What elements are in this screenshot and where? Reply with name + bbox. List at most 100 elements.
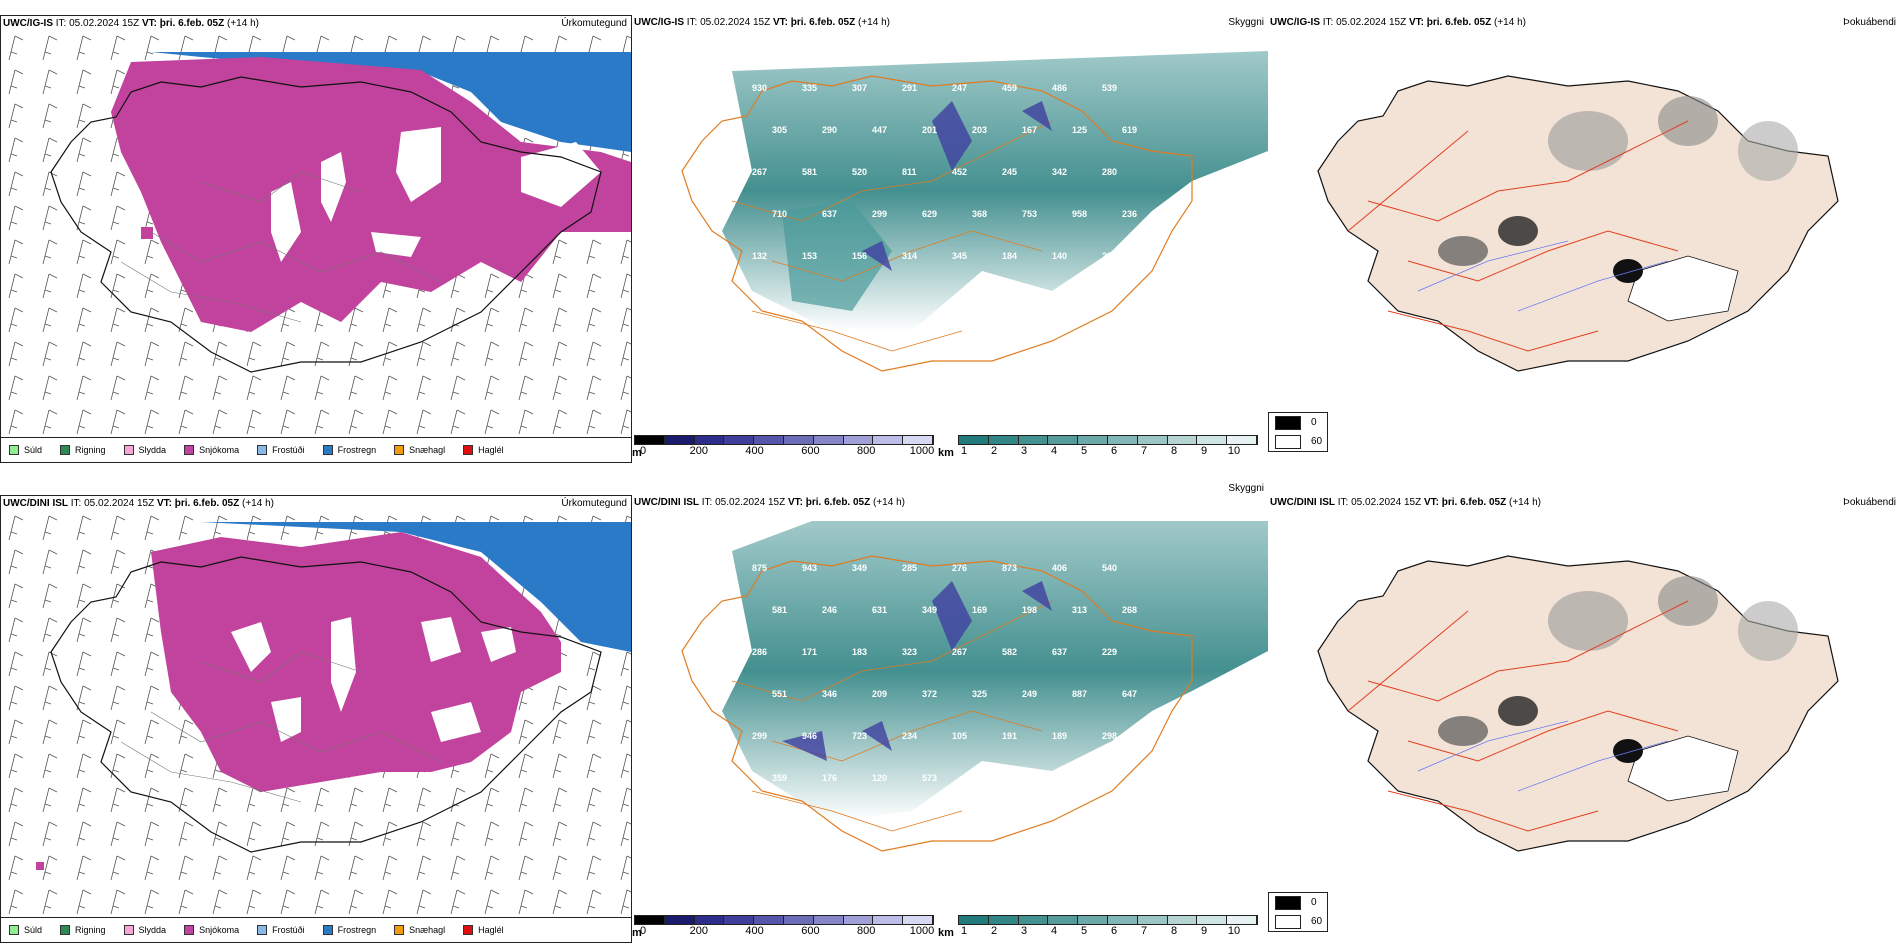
visibility-value-label: 581 bbox=[802, 167, 817, 177]
visibility-value-label: 346 bbox=[822, 689, 837, 699]
visibility-value-label: 307 bbox=[852, 83, 867, 93]
visibility-value-label: 325 bbox=[972, 689, 987, 699]
visibility-value-label: 551 bbox=[772, 689, 787, 699]
colorbar-tick: 2 bbox=[990, 445, 998, 457]
panel-header: UWC/IG-IS IT: 05.02.2024 15Z VT: þri. 6.… bbox=[3, 18, 259, 29]
visibility-value-label: 176 bbox=[822, 773, 837, 783]
colorbar-tick: 7 bbox=[1140, 925, 1148, 937]
precip-legend-item: Rigning bbox=[60, 925, 106, 935]
fog-legend: 0 60 bbox=[1268, 892, 1328, 932]
visibility-value-label: 249 bbox=[1022, 689, 1037, 699]
colorbar-segment bbox=[903, 916, 933, 924]
colorbar-tick: 10 bbox=[1227, 445, 1241, 457]
legend-swatch bbox=[123, 445, 134, 455]
legend-swatch bbox=[394, 445, 405, 455]
colorbar-tick: 600 bbox=[801, 445, 820, 457]
precip-map bbox=[1, 32, 631, 437]
visibility-value-label: 873 bbox=[1002, 563, 1017, 573]
fog-legend-row: 0 bbox=[1269, 413, 1327, 432]
visibility-value-label: 169 bbox=[972, 605, 987, 615]
precip-legend: Súld Rigning Slydda Snjókoma Frostúði Frostre… bbox=[1, 917, 631, 942]
precip-panel-bottom: UWC/DINI ISL IT: 05.02.2024 15Z VT: þri.… bbox=[0, 495, 632, 943]
visibility-value-label: 156 bbox=[852, 251, 867, 261]
fog-panel-top: UWC/IG-IS IT: 05.02.2024 15Z VT: þri. 6.… bbox=[1268, 15, 1900, 463]
visibility-value-label: 305 bbox=[772, 125, 787, 135]
panel-header: UWC/IG-IS IT: 05.02.2024 15Z VT: þri. 6.… bbox=[634, 17, 890, 28]
colorbar-segment bbox=[694, 436, 725, 444]
visibility-value-label: 313 bbox=[1072, 605, 1087, 615]
visibility-value-label: 637 bbox=[1052, 647, 1067, 657]
iceland-outline bbox=[50, 76, 602, 373]
visibility-value-label: 183 bbox=[852, 647, 867, 657]
visibility-value-label: 203 bbox=[972, 125, 987, 135]
visibility-map: 930 335 307 291 247 459 486 539 305 290 447 201 203 1… bbox=[681, 51, 1268, 372]
colorbar-segment bbox=[724, 436, 755, 444]
legend-swatch bbox=[9, 925, 19, 935]
fog-panel-bottom: UWC/DINI ISL IT: 05.02.2024 15Z VT: þri.… bbox=[1268, 495, 1900, 943]
colorbar-segment bbox=[1048, 436, 1079, 444]
colorbar-tick: 5 bbox=[1080, 445, 1088, 457]
legend-label: Snjókoma bbox=[199, 925, 240, 935]
visibility-value-label: 184 bbox=[1002, 251, 1017, 261]
visibility-value-label: 285 bbox=[902, 563, 917, 573]
colorbar-segment bbox=[783, 436, 814, 444]
precip-legend-item: Haglél bbox=[463, 925, 504, 935]
panel-title: Úrkomutegund bbox=[561, 498, 627, 509]
colorbar-tick: 600 bbox=[801, 925, 820, 937]
legend-label: Slydda bbox=[138, 925, 167, 935]
colorbar-tick: 0 bbox=[639, 445, 647, 457]
legend-label: Súld bbox=[24, 445, 43, 455]
precip-legend-item: Frostregn bbox=[322, 445, 377, 455]
visibility-value-label: 276 bbox=[952, 563, 967, 573]
height-colorbar: 0 200 400 600 800 1000 bbox=[634, 915, 934, 939]
visibility-panel-bottom: UWC/DINI ISL IT: 05.02.2024 15Z VT: þri.… bbox=[632, 483, 1268, 943]
legend-swatch bbox=[322, 925, 333, 935]
visibility-value-label: 723 bbox=[852, 731, 867, 741]
legend-swatch bbox=[463, 925, 474, 935]
visibility-value-label: 368 bbox=[972, 209, 987, 219]
colorbar-segment bbox=[813, 916, 844, 924]
visibility-value-label: 930 bbox=[752, 83, 767, 93]
visibility-value-label: 539 bbox=[1102, 83, 1117, 93]
visibility-value-label: 619 bbox=[1122, 125, 1137, 135]
visibility-value-label: 120 bbox=[872, 773, 887, 783]
iceland-outline bbox=[681, 555, 1193, 852]
colorbar-segment bbox=[1227, 436, 1257, 444]
legend-swatch bbox=[184, 445, 195, 455]
visibility-value-label: 299 bbox=[752, 731, 767, 741]
colorbar-segment bbox=[754, 916, 784, 924]
colorbar-segment bbox=[1078, 916, 1108, 924]
legend-label: Rigning bbox=[75, 445, 106, 455]
legend-swatch bbox=[123, 925, 134, 935]
colorbar-tick: 6 bbox=[1110, 925, 1118, 937]
precip-legend-item: Snæhagl bbox=[394, 445, 445, 455]
colorbar-tick: 2 bbox=[990, 925, 998, 937]
colorbar-tick: 400 bbox=[745, 925, 764, 937]
panel-header: UWC/IG-IS IT: 05.02.2024 15Z VT: þri. 6.… bbox=[1270, 17, 1526, 28]
precip-legend-item: Snjókoma bbox=[184, 925, 239, 935]
colorbar-segment bbox=[1107, 436, 1138, 444]
visibility-value-label: 171 bbox=[802, 647, 817, 657]
colorbar-tick: 6 bbox=[1110, 445, 1118, 457]
visibility-value-label: 191 bbox=[1002, 731, 1017, 741]
fog-map bbox=[1317, 555, 1839, 852]
visibility-value-label: 209 bbox=[872, 689, 887, 699]
colorbar-segment bbox=[783, 916, 814, 924]
legend-label: Rigning bbox=[75, 925, 106, 935]
visibility-value-label: 323 bbox=[902, 647, 917, 657]
panel-title: Skyggni bbox=[1228, 17, 1264, 28]
legend-label: Haglél bbox=[478, 445, 504, 455]
visibility-value-label: 710 bbox=[772, 209, 787, 219]
visibility-value-label: 581 bbox=[772, 605, 787, 615]
colorbar-segment bbox=[1048, 916, 1079, 924]
colorbar-tick: 1 bbox=[960, 925, 968, 937]
precip-legend-item: Rigning bbox=[60, 445, 106, 455]
precip-legend: Súld Rigning Slydda Snjókoma Frostúði Frostre… bbox=[1, 437, 631, 462]
colorbar-segment bbox=[1137, 916, 1168, 924]
colorbar-segment bbox=[1167, 436, 1198, 444]
panel-header: UWC/DINI ISL IT: 05.02.2024 15Z VT: þri.… bbox=[1270, 497, 1541, 508]
legend-label: Frostregn bbox=[337, 445, 377, 455]
colorbar-tick: 8 bbox=[1170, 925, 1178, 937]
visibility-value-label: 153 bbox=[802, 251, 817, 261]
colorbar-segment bbox=[959, 916, 989, 924]
